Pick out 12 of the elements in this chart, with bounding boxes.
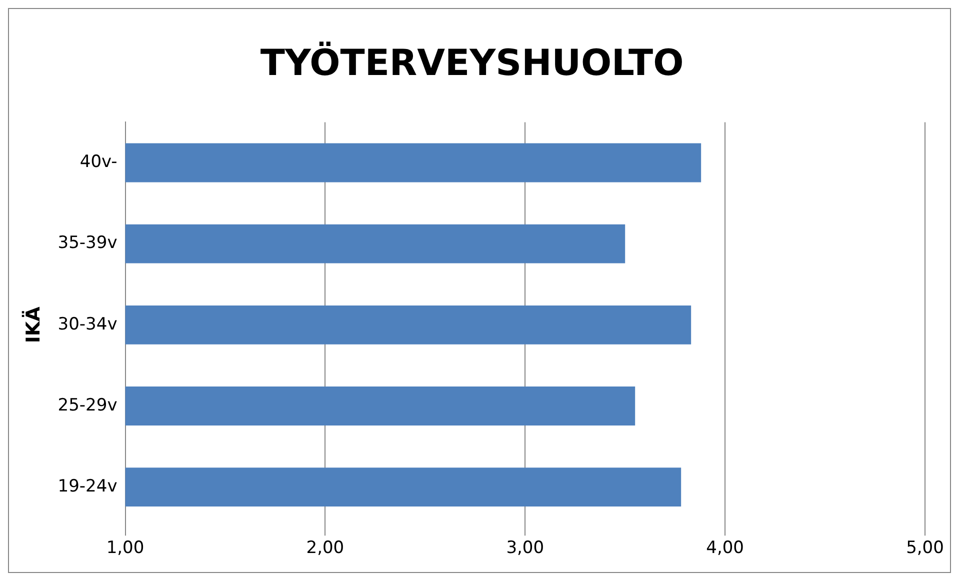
x-tick-label: 1,00	[106, 538, 144, 558]
x-tick-label: 4,00	[706, 538, 744, 558]
y-tick-label: 25-29v	[58, 395, 118, 416]
y-tick-label: 30-34v	[58, 314, 118, 334]
y-axis-title: IKÄ	[21, 306, 44, 344]
x-tick-label: 2,00	[306, 538, 344, 558]
chart-title: TYÖTERVEYSHUOLTO	[260, 40, 684, 84]
y-tick-label: 40v-	[80, 152, 118, 172]
x-tick-label: 3,00	[506, 538, 544, 558]
y-tick-label: 19-24v	[58, 476, 118, 496]
x-tick-label: 5,00	[906, 538, 944, 558]
y-tick-label: 35-39v	[58, 233, 118, 254]
